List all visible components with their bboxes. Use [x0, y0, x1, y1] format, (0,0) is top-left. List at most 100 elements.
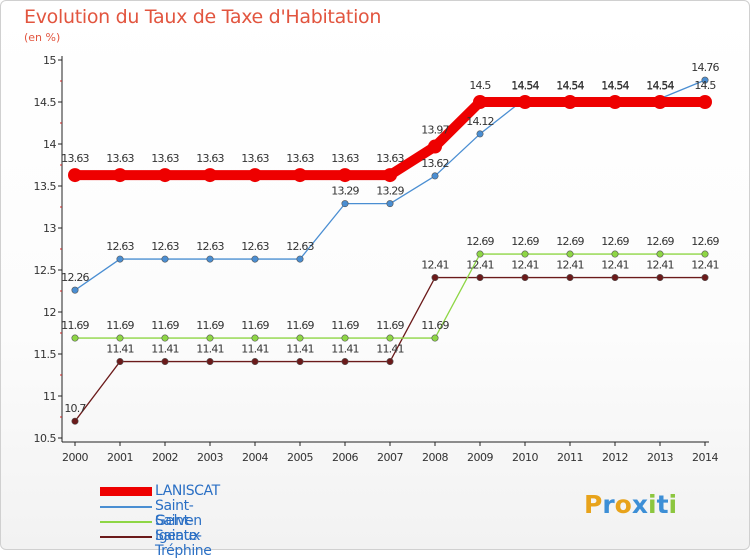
data-label: 12.41	[691, 259, 719, 272]
data-point	[522, 251, 528, 257]
data-label: 13.63	[151, 152, 179, 165]
data-point	[252, 358, 258, 364]
data-point	[428, 140, 442, 154]
data-label: 12.41	[556, 259, 584, 272]
legend-label-laniscat: LANISCAT	[155, 484, 220, 499]
proxiti-logo: Proxiti	[584, 490, 677, 519]
data-point	[72, 287, 78, 293]
data-point	[158, 168, 172, 182]
data-point	[68, 168, 82, 182]
data-label: 13.63	[61, 152, 89, 165]
data-label: 11.69	[106, 319, 134, 332]
data-point	[383, 168, 397, 182]
x-tick-label: 2014	[692, 451, 718, 464]
data-label: 12.41	[646, 259, 674, 272]
data-point	[252, 256, 258, 262]
data-point	[473, 95, 487, 109]
data-label: 14.5	[469, 79, 491, 92]
y-tick-label: 12.5	[34, 264, 57, 277]
data-label: 14.76	[691, 61, 719, 74]
data-point	[203, 168, 217, 182]
data-label: 11.41	[376, 343, 404, 356]
data-point	[342, 200, 348, 206]
data-label: 12.41	[466, 259, 494, 272]
data-label: 12.69	[691, 235, 719, 248]
data-label: 13.63	[376, 152, 404, 165]
data-point	[117, 256, 123, 262]
x-tick-label: 2004	[242, 451, 268, 464]
data-point	[387, 358, 393, 364]
data-label: 13.29	[331, 185, 359, 198]
logo-letter: x	[632, 490, 648, 519]
data-label: 12.63	[286, 240, 314, 253]
x-tick-label: 2005	[287, 451, 313, 464]
data-label: 11.69	[376, 319, 404, 332]
data-label: 12.69	[556, 235, 584, 248]
data-label: 11.69	[421, 319, 449, 332]
data-point	[387, 335, 393, 341]
data-label: 11.69	[241, 319, 269, 332]
legend-swatch-sainte-trephine	[100, 536, 152, 538]
y-tick-label: 13	[43, 222, 56, 235]
x-tick-label: 2011	[557, 451, 583, 464]
data-point	[342, 335, 348, 341]
data-point	[657, 251, 663, 257]
data-label: 13.63	[241, 152, 269, 165]
data-label: 11.41	[241, 343, 269, 356]
data-point	[563, 95, 577, 109]
data-label: 12.63	[106, 240, 134, 253]
data-label: 14.54	[646, 80, 674, 93]
data-point	[657, 274, 663, 280]
data-point	[702, 251, 708, 257]
data-point	[612, 251, 618, 257]
data-point	[297, 358, 303, 364]
data-point	[387, 200, 393, 206]
data-point	[72, 418, 78, 424]
legend-swatch-saint-igeaux	[100, 521, 152, 523]
legend-swatch-saint-gelven	[100, 506, 152, 508]
data-label: 11.69	[196, 319, 224, 332]
data-label: 13.29	[376, 185, 404, 198]
data-label: 12.69	[511, 235, 539, 248]
y-tick-label: 13.5	[34, 180, 57, 193]
y-tick-label: 12	[43, 306, 56, 319]
data-point	[432, 173, 438, 179]
data-point	[248, 168, 262, 182]
data-label: 14.12	[466, 115, 494, 128]
legend-label-sainte-trephine: Sainte-Tréphine	[155, 529, 211, 559]
data-point	[207, 358, 213, 364]
data-label: 12.41	[511, 259, 539, 272]
data-label: 11.41	[151, 343, 179, 356]
data-label: 11.69	[61, 319, 89, 332]
data-point	[608, 95, 622, 109]
data-label: 12.63	[151, 240, 179, 253]
data-label: 11.69	[151, 319, 179, 332]
data-label: 11.41	[286, 343, 314, 356]
data-point	[432, 335, 438, 341]
logo-letter: r	[602, 490, 614, 519]
logo-letter: P	[584, 490, 602, 519]
data-point	[293, 168, 307, 182]
data-label: 12.63	[241, 240, 269, 253]
data-point	[207, 256, 213, 262]
data-label: 13.63	[286, 152, 314, 165]
data-label: 13.62	[421, 157, 449, 170]
data-label: 10.7	[64, 402, 86, 415]
data-label: 13.97	[421, 124, 449, 137]
x-tick-label: 2007	[377, 451, 403, 464]
data-point	[252, 335, 258, 341]
data-label: 13.63	[106, 152, 134, 165]
data-point	[342, 358, 348, 364]
y-tick-label: 14.5	[34, 96, 57, 109]
data-point	[432, 274, 438, 280]
data-point	[653, 95, 667, 109]
y-tick-label: 10.5	[34, 432, 57, 445]
legend-swatch-laniscat	[100, 487, 152, 496]
data-label: 14.54	[556, 80, 584, 93]
data-point	[477, 274, 483, 280]
x-tick-label: 2008	[422, 451, 448, 464]
x-tick-label: 2006	[332, 451, 358, 464]
data-point	[113, 168, 127, 182]
data-point	[72, 335, 78, 341]
data-point	[522, 274, 528, 280]
